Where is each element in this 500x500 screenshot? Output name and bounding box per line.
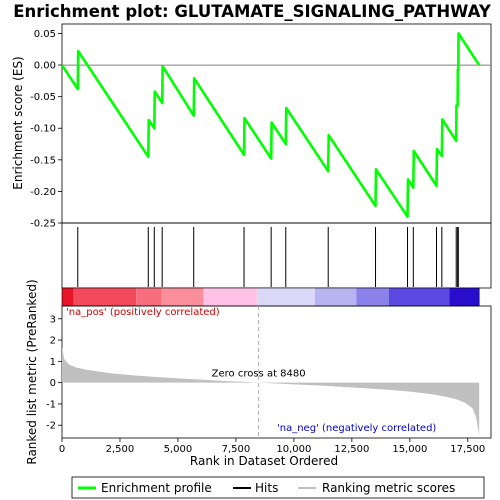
colorbar-segment <box>356 288 389 306</box>
legend-label-hits: Hits <box>255 481 278 495</box>
x-tick-label: 17,500 <box>450 444 485 455</box>
x-tick-label: 12,500 <box>334 444 369 455</box>
legend: Enrichment profile Hits Ranking metric s… <box>71 476 485 499</box>
hits-panel-frame <box>61 222 492 289</box>
metric-y-tick-label: 0 <box>50 378 56 389</box>
es-y-axis-label: Enrichment score (ES) <box>11 56 25 189</box>
metric-y-tick-label: 2 <box>50 336 56 347</box>
es-y-tick-label: 0.00 <box>34 61 56 72</box>
colorbar-segment <box>314 288 357 306</box>
x-tick-label: 5,000 <box>164 444 193 455</box>
x-tick-label: 2,500 <box>106 444 135 455</box>
es-y-tick-label: -0.15 <box>30 155 56 166</box>
es-y-tick-label: -0.20 <box>30 187 56 198</box>
negative-correlation-label: 'na_neg' (negatively correlated) <box>277 423 436 434</box>
metric-y-tick-label: 1 <box>50 357 56 368</box>
x-tick-label: 0 <box>59 444 65 455</box>
es-y-tick-label: -0.25 <box>30 219 56 230</box>
colorbar-segment <box>62 288 74 306</box>
x-tick-label: 15,000 <box>392 444 427 455</box>
positive-correlation-label: 'na_pos' (positively correlated) <box>66 307 220 318</box>
colorbar-segment <box>203 288 257 306</box>
metric-y-tick-label: -1 <box>46 399 56 410</box>
x-axis-label: Rank in Dataset Ordered <box>190 454 338 468</box>
hits-panel <box>61 222 492 289</box>
colorbar-segment <box>161 288 204 306</box>
colorbar-segment <box>256 288 315 306</box>
es-y-tick-label: -0.05 <box>30 92 56 103</box>
ranked-metric-panel: 3 2 1 0 -1 -2 'na_pos' (positively correlated… <box>25 279 492 465</box>
metric-y-tick-label: -2 <box>46 421 56 432</box>
ranking-metric-area <box>62 347 480 435</box>
legend-frame <box>71 476 485 499</box>
ranking-colorbar <box>61 287 480 307</box>
x-tick-label: 7,500 <box>222 444 251 455</box>
chart-title: Enrichment plot: GLUTAMATE_SIGNALING_PAT… <box>13 2 492 21</box>
es-y-tick-label: -0.10 <box>30 124 56 135</box>
colorbar-segment <box>73 288 137 306</box>
enrichment-profile-line <box>60 32 481 218</box>
legend-label-ranking-metric: Ranking metric scores <box>322 481 455 495</box>
x-tick-label: 10,000 <box>276 444 311 455</box>
metric-y-axis-label: Ranked list metric (PreRanked) <box>25 279 39 464</box>
es-panel: 0.05 0.00 -0.05 -0.10 -0.15 -0.20 -0.25 Enrich… <box>11 23 492 230</box>
colorbar-segment <box>449 288 480 306</box>
colorbar-segment <box>388 288 450 306</box>
zero-cross-label: Zero cross at 8480 <box>212 369 306 380</box>
metric-y-tick-label: 3 <box>50 314 56 325</box>
colorbar-segment <box>136 288 162 306</box>
legend-label-enrichment-profile: Enrichment profile <box>101 481 212 495</box>
es-y-tick-label: 0.05 <box>34 29 56 40</box>
